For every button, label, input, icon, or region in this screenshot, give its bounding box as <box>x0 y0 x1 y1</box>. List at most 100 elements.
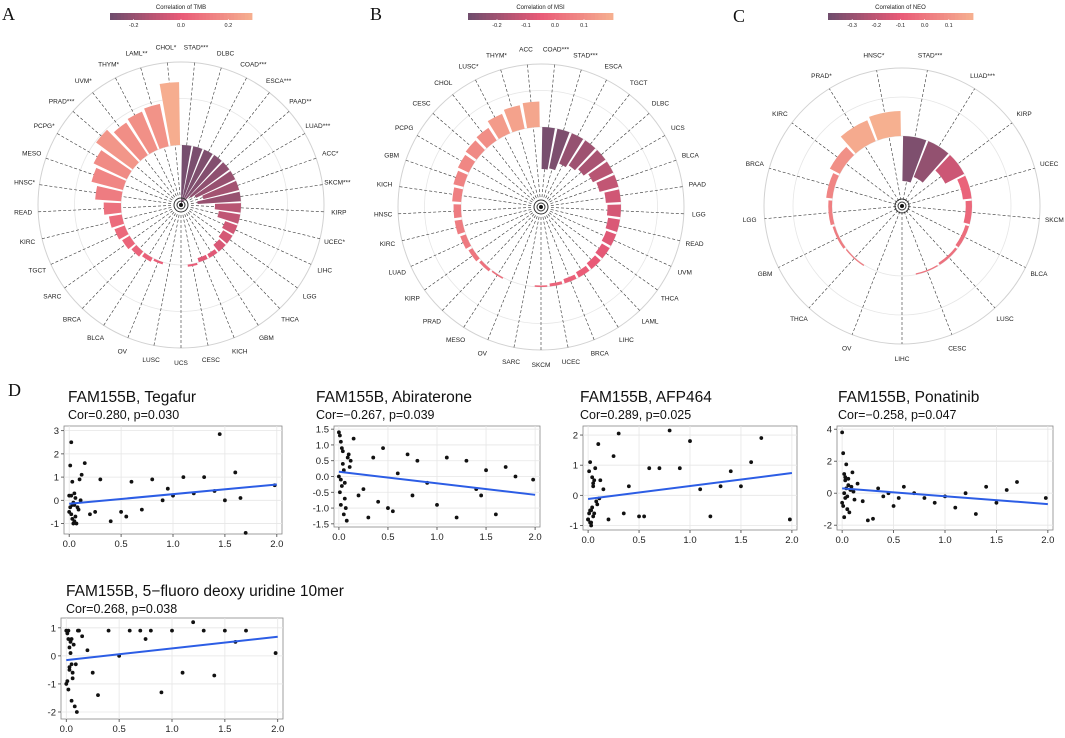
data-point <box>586 517 590 522</box>
cancer-label: PRAD*** <box>49 99 75 106</box>
spoke-line <box>907 208 1026 268</box>
y-tick-label: 0 <box>827 489 832 500</box>
data-point <box>963 491 968 496</box>
data-point <box>273 651 278 655</box>
legend-title: Correlation of TMB <box>156 5 206 11</box>
bar-brca <box>131 244 144 257</box>
bar-tgct <box>568 140 596 171</box>
data-point <box>356 493 361 498</box>
legend-swatch <box>159 13 164 20</box>
cancer-label: LAML** <box>125 50 148 57</box>
legend-tick-label: -0.2 <box>872 23 881 29</box>
x-tick-label: 0.0 <box>581 535 594 546</box>
legend-swatch <box>857 13 862 20</box>
bar-paad <box>604 189 621 203</box>
cancer-label: HNSC <box>374 212 393 219</box>
radial-chart-b: COAD***STAD*** ESCA TGCT DLBC UCS BLCA PAAD LGG… <box>374 5 706 369</box>
y-tick-label: 2 <box>573 431 578 442</box>
bar-prad <box>96 129 139 170</box>
cancer-label: UCS <box>671 125 685 132</box>
scatter-chart: FAM155B, Ponatinib Cor=−0.258, p=0.047 0.0… <box>824 389 1055 546</box>
legend-swatch <box>475 13 480 20</box>
bar-luad <box>913 141 949 183</box>
cancer-label: BLCA <box>87 335 105 342</box>
legend-swatch <box>951 13 956 20</box>
bar-coad <box>541 127 555 170</box>
cancer-label: LIHC <box>619 337 634 344</box>
data-point <box>591 484 596 489</box>
bar-cesc <box>465 140 485 160</box>
legend-swatch <box>117 13 122 20</box>
cancer-label: STAD*** <box>918 53 943 60</box>
cancer-label: GBM <box>384 152 399 159</box>
cancer-label: LIHC <box>317 268 332 275</box>
x-tick-label: 1.5 <box>218 539 231 550</box>
x-tick-label: 0.5 <box>114 539 127 550</box>
data-point <box>170 628 174 633</box>
y-tick-label: 0.0 <box>316 472 329 483</box>
spoke-line <box>399 186 532 206</box>
data-point <box>74 521 79 526</box>
legend-swatch <box>227 13 232 20</box>
data-point <box>217 432 222 437</box>
legend-title: Correlation of NEO <box>875 5 926 11</box>
data-point <box>493 512 498 517</box>
cancer-label: UCEC <box>1040 161 1059 168</box>
legend-swatch <box>230 13 235 20</box>
cancer-label: LIHC <box>895 356 910 363</box>
x-tick-label: 1.0 <box>938 535 951 546</box>
legend-swatch <box>184 13 189 20</box>
scatter-title: FAM155B, AFP464 <box>580 389 712 406</box>
bar-lusc <box>487 113 511 140</box>
data-point <box>718 484 723 489</box>
legend-swatch <box>969 13 974 20</box>
data-point <box>244 628 248 633</box>
cancer-label: READ <box>14 210 32 217</box>
legend-swatch <box>166 13 171 20</box>
scatter-chart: FAM155B, 5−fluoro deoxy uridine 10mer Cor… <box>48 583 344 735</box>
data-point <box>69 662 74 667</box>
bar-esca <box>184 155 222 201</box>
bar-gbm <box>832 226 846 249</box>
legend-swatch <box>529 13 534 20</box>
center-dot <box>900 204 904 208</box>
cancer-label: ACC* <box>322 150 339 157</box>
data-point <box>464 458 469 463</box>
spoke-line <box>186 213 259 326</box>
bar-esca <box>559 133 584 168</box>
data-point <box>841 504 846 508</box>
x-tick-label: 2.0 <box>271 724 284 735</box>
data-point <box>191 620 196 625</box>
legend-swatch <box>878 13 883 20</box>
x-tick-label: 2.0 <box>1041 535 1054 546</box>
legend-swatch <box>835 13 840 20</box>
scatter-stats: Cor=0.289, p=0.025 <box>580 408 691 422</box>
y-tick-label: 0 <box>54 496 59 507</box>
data-point <box>243 530 248 535</box>
x-tick-label: 2.0 <box>270 539 283 550</box>
legend-swatch <box>962 13 967 20</box>
x-tick-label: 1.0 <box>683 535 696 546</box>
data-point <box>840 500 845 505</box>
data-point <box>410 493 415 498</box>
data-point <box>688 439 692 443</box>
cancer-label: OV <box>478 351 488 358</box>
legend-swatch <box>234 13 239 20</box>
bar-meso <box>491 270 504 279</box>
legend: Correlation of MSI -0.2 -0.1 0.0 0.1 <box>468 5 614 29</box>
legend-swatch <box>602 13 607 20</box>
data-point <box>73 496 78 500</box>
legend-tick-label: 0.1 <box>580 23 588 29</box>
radial-charts: STAD*** DLBC COAD*** ESCA*** PAAD** LUAD*** AC… <box>14 5 1064 369</box>
y-tick-label: 1 <box>573 461 578 472</box>
data-point <box>953 505 958 510</box>
y-tick-label: 1.5 <box>316 425 329 436</box>
data-point <box>846 476 851 481</box>
cancer-label: THYM* <box>98 62 119 69</box>
data-point <box>342 496 347 501</box>
legend-swatch <box>562 13 567 20</box>
cancer-label: PCPG <box>395 125 413 132</box>
spoke-line <box>64 210 174 289</box>
data-point <box>1015 480 1019 484</box>
